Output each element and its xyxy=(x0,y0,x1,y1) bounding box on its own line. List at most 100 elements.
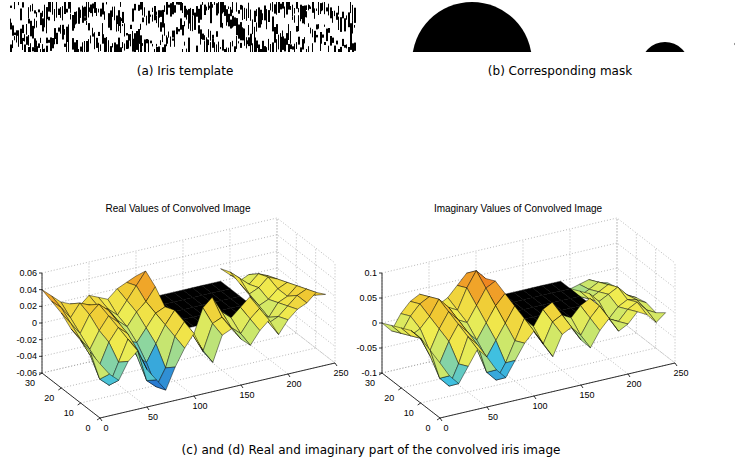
template-stripe xyxy=(300,47,302,52)
template-stripe xyxy=(298,8,299,12)
template-stripe xyxy=(76,40,78,52)
template-stripe xyxy=(108,40,109,52)
template-stripe xyxy=(284,38,286,51)
template-stripe xyxy=(166,2,168,15)
template-stripe xyxy=(138,5,140,11)
template-stripe xyxy=(156,44,157,47)
tick-mark xyxy=(100,418,102,421)
tick-mark xyxy=(398,388,401,390)
template-stripe xyxy=(232,2,233,13)
template-stripe xyxy=(324,2,325,14)
template-stripe xyxy=(72,15,74,31)
y-tick-label: 20 xyxy=(44,393,54,403)
template-stripe xyxy=(134,4,136,10)
template-stripe xyxy=(60,25,61,34)
template-stripe xyxy=(84,17,86,20)
template-stripe xyxy=(64,44,66,47)
template-stripe xyxy=(42,44,43,52)
template-stripe xyxy=(90,5,92,14)
template-stripe xyxy=(58,9,60,15)
x-tick-label: 200 xyxy=(286,379,301,389)
tick-mark xyxy=(58,388,61,390)
template-stripe xyxy=(78,16,80,24)
template-stripe xyxy=(88,39,89,52)
template-stripe xyxy=(282,31,283,37)
template-stripe xyxy=(130,34,131,46)
template-stripe xyxy=(326,29,328,36)
template-stripe xyxy=(114,43,116,53)
template-stripe xyxy=(244,29,245,32)
template-stripe xyxy=(188,38,190,52)
axes xyxy=(42,273,335,418)
template-stripe xyxy=(10,45,12,53)
template-stripe xyxy=(302,39,304,49)
y-tick-label: 0 xyxy=(85,423,90,433)
template-stripe xyxy=(30,43,31,52)
template-stripe xyxy=(52,2,53,15)
template-stripe xyxy=(186,10,187,16)
template-stripe xyxy=(90,35,91,43)
template-stripe xyxy=(44,14,45,27)
template-stripe xyxy=(64,2,66,14)
template-stripe xyxy=(304,37,305,43)
template-stripe xyxy=(190,8,191,19)
template-stripe xyxy=(296,42,297,49)
template-stripe xyxy=(246,37,247,48)
surface-cell xyxy=(71,323,90,349)
template-stripe xyxy=(262,41,264,52)
template-stripe xyxy=(80,47,82,52)
surface-cell xyxy=(61,307,80,333)
tick-mark xyxy=(437,418,440,420)
template-stripe xyxy=(202,34,204,40)
template-stripe xyxy=(288,44,290,52)
template-stripe xyxy=(82,42,83,52)
grid-line xyxy=(440,263,675,418)
template-stripe xyxy=(222,6,223,14)
template-stripe xyxy=(40,49,41,52)
template-stripe xyxy=(68,39,69,52)
z-tick-label: -0.02 xyxy=(16,335,37,345)
template-stripe xyxy=(176,27,178,34)
template-stripe xyxy=(28,19,30,24)
template-stripe xyxy=(160,22,162,32)
template-stripe xyxy=(204,35,205,40)
template-stripe xyxy=(306,49,307,52)
template-stripe xyxy=(56,2,57,18)
x-tick-label: 100 xyxy=(532,401,547,411)
template-stripe xyxy=(230,7,231,14)
template-stripe xyxy=(162,47,164,52)
template-stripe xyxy=(316,24,318,29)
template-stripe xyxy=(274,27,276,43)
template-stripe xyxy=(24,45,26,53)
iris-template xyxy=(10,2,356,52)
template-stripe xyxy=(236,2,237,11)
template-stripe xyxy=(96,38,98,48)
template-stripe xyxy=(110,13,112,27)
template-stripe xyxy=(352,43,354,52)
template-stripe xyxy=(92,34,94,37)
surface-cell xyxy=(618,309,637,324)
grid-line xyxy=(421,248,656,403)
y-tick-label: 30 xyxy=(25,378,35,388)
template-stripe xyxy=(108,14,110,23)
template-stripe xyxy=(16,30,18,36)
template-stripe xyxy=(218,2,219,14)
tick-mark xyxy=(39,339,42,340)
template-stripe xyxy=(256,23,257,32)
grid-line xyxy=(136,251,194,396)
template-stripe xyxy=(82,6,83,19)
template-stripe xyxy=(36,12,37,17)
template-stripe xyxy=(20,35,22,44)
template-stripe xyxy=(224,49,226,52)
template-stripe xyxy=(94,2,96,13)
template-stripe xyxy=(38,9,40,12)
template-stripe xyxy=(320,38,321,52)
template-stripe xyxy=(118,38,120,52)
template-stripe xyxy=(340,47,342,52)
template-stripe xyxy=(84,41,85,52)
template-stripe xyxy=(164,23,165,35)
template-stripe xyxy=(296,2,298,9)
template-stripe xyxy=(264,46,266,52)
template-stripe xyxy=(304,6,306,18)
tick-mark xyxy=(39,306,42,307)
